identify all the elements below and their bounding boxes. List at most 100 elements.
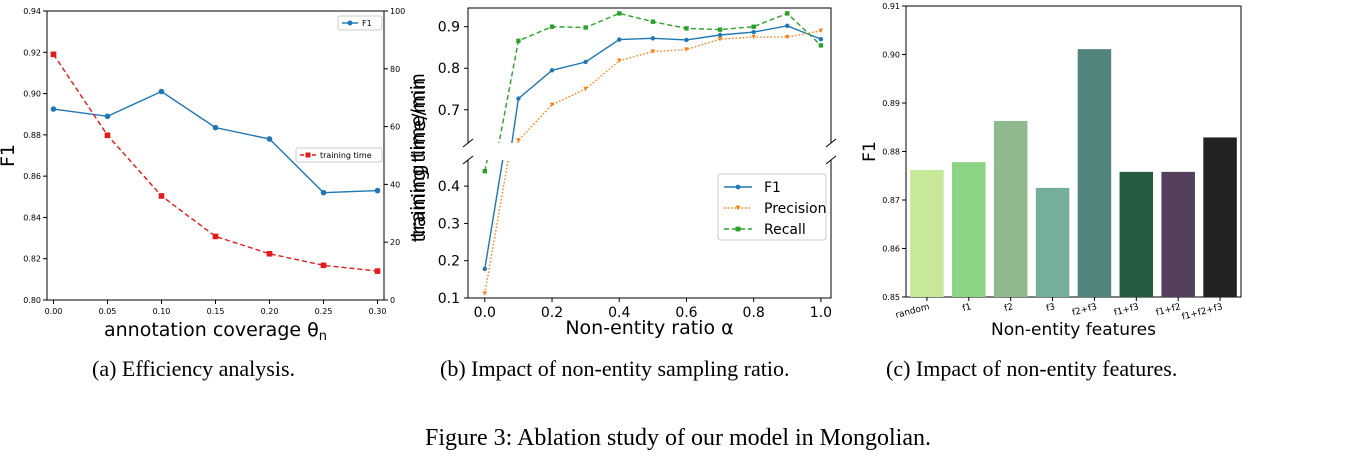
y-axis-label: F1 <box>860 141 880 162</box>
legend-box <box>717 173 827 241</box>
bar-f1 <box>952 162 986 297</box>
x-tick-label: 0.10 <box>153 307 171 316</box>
x-axis-label: Non-entity ratio α <box>565 317 733 339</box>
x-tick-label: 0.0 <box>474 305 496 321</box>
y-tick-label: 0.88 <box>23 131 41 140</box>
series-group-precision <box>482 160 509 296</box>
x-tick-label: f2 <box>1003 302 1014 314</box>
x-tick-label: 0.20 <box>261 307 279 316</box>
data-point <box>617 11 622 16</box>
x-axis-label: Non-entity features <box>991 320 1156 340</box>
x-tick-label: random <box>894 302 930 321</box>
y-tick-label: 0.86 <box>23 172 41 181</box>
data-point <box>751 29 756 35</box>
bar-f1-f2-f3 <box>1203 137 1237 297</box>
lower-plot-frame <box>467 160 832 299</box>
data-point <box>50 51 57 58</box>
y-tick-label: 0.7 <box>438 103 460 119</box>
x-tick-label: f1+f2+f3 <box>1181 302 1224 322</box>
data-point <box>266 136 273 142</box>
y-tick-label: 0.3 <box>438 216 460 232</box>
y2-tick-label: 0 <box>390 296 395 305</box>
data-point <box>374 268 381 274</box>
bar-f3 <box>1035 187 1070 297</box>
y2-tick-label: 20 <box>390 238 400 247</box>
data-point <box>212 124 219 131</box>
x-tick-label: 0.30 <box>369 307 387 316</box>
x-axis-label-main: annotation coverage θ <box>104 319 319 341</box>
data-point <box>785 34 790 40</box>
bar-f1-f3 <box>1119 171 1154 297</box>
x-axis-label-subscript: n <box>319 329 327 344</box>
data-point <box>482 266 488 272</box>
data-point <box>785 11 790 16</box>
chart-non-entity-ratio: 0.7 0.8 0.9 0.1 0.2 0.3 0.4 0.0 0.2 0.4 0.6 0.8 1.0 N… <box>408 7 837 339</box>
bar-f2-f3 <box>1077 49 1112 297</box>
y-tick-label: 0.89 <box>882 99 900 108</box>
y-tick-label: 0.82 <box>23 255 41 264</box>
data-point <box>212 233 219 240</box>
chart-non-entity-features: 0.85 0.86 0.87 0.88 0.89 0.90 0.91 random f1 f2 f3… <box>860 2 1242 340</box>
y-tick-label: 0.94 <box>23 7 41 16</box>
x-tick-label: 1.0 <box>810 305 832 321</box>
x-tick-label: f1 <box>961 302 972 314</box>
caption-a: (a) Efficiency analysis. <box>92 356 296 381</box>
y-tick-label: 0.1 <box>438 291 460 307</box>
legend-marker-f1 <box>735 184 741 190</box>
y2-tick-label: 80 <box>390 65 400 74</box>
legend-marker-training-time <box>305 152 311 158</box>
x-tick-label: 0.4 <box>608 305 630 321</box>
data-point <box>684 47 689 52</box>
series-group-f1 <box>482 160 504 272</box>
series-line-precision <box>517 30 822 143</box>
x-tick-label: 0.25 <box>315 307 333 316</box>
series-group-recall <box>498 11 824 143</box>
data-point <box>516 96 521 101</box>
series-group-precision <box>516 28 824 143</box>
data-point <box>818 28 824 34</box>
x-tick-label: 0.2 <box>541 305 563 321</box>
y-tick-label: 0.90 <box>882 51 900 60</box>
data-point <box>583 25 588 30</box>
x-tick-label: f3 <box>1045 302 1056 314</box>
y2-axis-label: training time/min <box>407 73 429 238</box>
x-axis-label: annotation coverage θn <box>104 319 327 344</box>
data-point <box>717 36 723 42</box>
legend-label-f1: F1 <box>362 19 372 28</box>
y-tick-label: 0.9 <box>438 20 460 36</box>
data-point <box>617 37 622 42</box>
axis-break-mark <box>825 155 837 165</box>
data-point <box>158 88 165 95</box>
data-point <box>583 86 588 92</box>
legend-marker-f1 <box>347 20 353 26</box>
y2-tick-label: 40 <box>390 180 400 189</box>
bar-random <box>910 169 944 297</box>
y-tick-label: 0.91 <box>882 2 900 11</box>
data-point <box>516 38 521 44</box>
data-point <box>717 32 723 38</box>
axis-break-mark <box>462 138 474 148</box>
data-point <box>104 132 111 139</box>
upper-plot-frame <box>467 7 832 143</box>
figure-caption: Figure 3: Ablation study of our model in… <box>425 425 931 451</box>
data-point <box>583 59 588 65</box>
y2-tick-label: 100 <box>390 7 405 16</box>
x-tick-label: 0.00 <box>45 307 63 316</box>
caption-b: (b) Impact of non-entity sampling ratio. <box>440 356 790 381</box>
bar-f2 <box>993 120 1028 297</box>
x-tick-label: 0.05 <box>99 307 117 316</box>
y-tick-label: 0.88 <box>882 148 900 157</box>
data-point <box>717 27 723 32</box>
data-point <box>482 168 488 174</box>
y-tick-label: 0.80 <box>23 296 41 305</box>
data-point <box>818 43 824 48</box>
data-point <box>104 113 111 120</box>
chart-efficiency-analysis: 0.80 0.82 0.84 0.86 0.88 0.90 0.92 0.94 0 20 40 60 8… <box>0 7 429 344</box>
data-point <box>785 23 790 29</box>
y-tick-label: 0.4 <box>438 179 460 195</box>
x-tick-label: f1+f3 <box>1113 302 1140 318</box>
axis-break-mark <box>825 138 837 148</box>
legend-marker-recall <box>735 226 741 232</box>
data-point <box>50 106 57 112</box>
data-point <box>684 37 689 43</box>
